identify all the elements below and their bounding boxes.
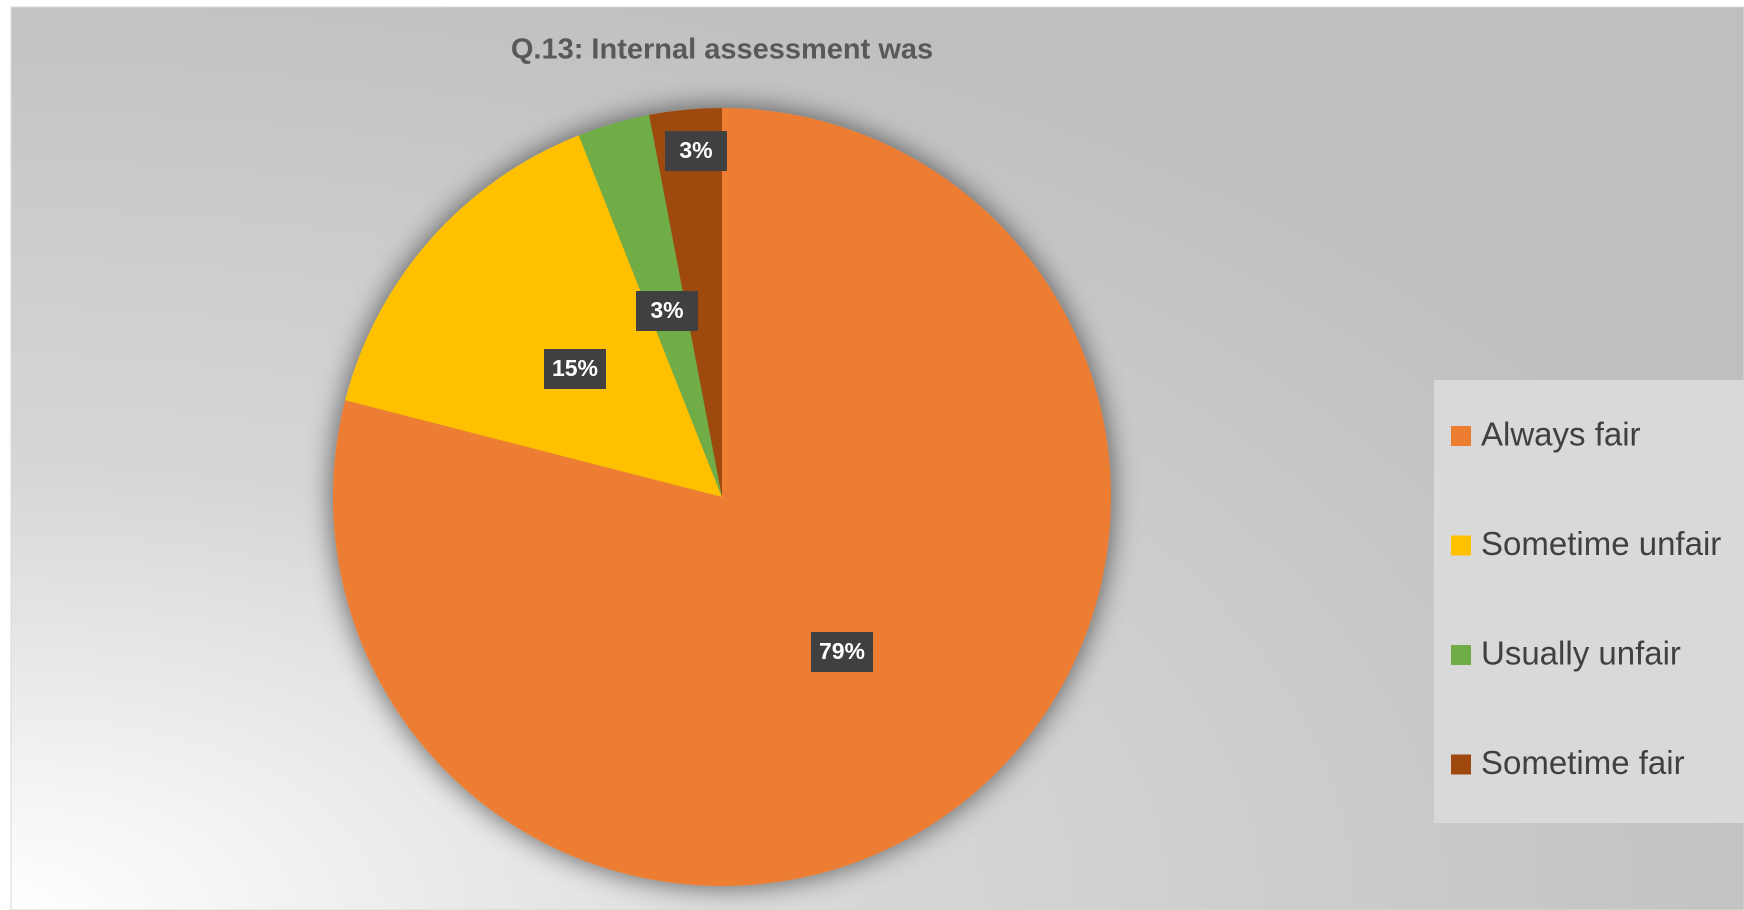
data-label-box — [811, 632, 873, 672]
data-label: 3% — [679, 137, 712, 163]
chart-title: Q.13: Internal assessment was — [511, 34, 933, 66]
legend-label: Sometime unfair — [1481, 525, 1721, 562]
legend — [1434, 380, 1744, 823]
data-label-box — [665, 131, 727, 171]
data-label: 15% — [552, 355, 598, 381]
legend-label: Sometime fair — [1481, 744, 1685, 781]
legend-label: Always fair — [1481, 416, 1641, 453]
data-label: 3% — [650, 297, 683, 323]
pie-slice — [345, 135, 722, 497]
legend-swatch — [1451, 754, 1471, 775]
legend-swatch — [1451, 645, 1471, 665]
data-label: 79% — [819, 638, 865, 664]
legend-swatch — [1451, 535, 1471, 556]
pie — [332, 108, 1112, 887]
legend-label: Usually unfair — [1481, 635, 1681, 672]
pie-slice — [332, 108, 1112, 887]
data-label-box — [544, 349, 606, 389]
legend-swatch — [1451, 426, 1471, 446]
data-label-box — [636, 291, 698, 331]
